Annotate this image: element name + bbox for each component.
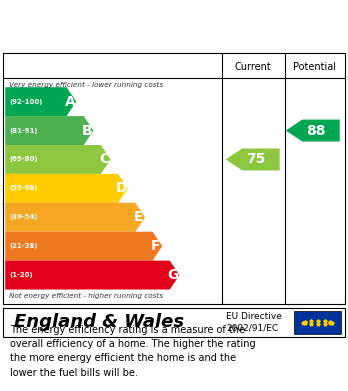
Text: EU Directive
2002/91/EC: EU Directive 2002/91/EC: [226, 312, 282, 332]
Text: (69-80): (69-80): [9, 156, 38, 162]
Polygon shape: [5, 261, 180, 289]
Text: Potential: Potential: [293, 63, 336, 72]
Bar: [294, 311, 341, 334]
Text: 75: 75: [246, 152, 266, 167]
Text: (39-54): (39-54): [9, 214, 38, 220]
Text: (21-38): (21-38): [9, 243, 38, 249]
Polygon shape: [5, 203, 145, 232]
Text: (92-100): (92-100): [9, 99, 43, 105]
Text: The energy efficiency rating is a measure of the
overall efficiency of a home. T: The energy efficiency rating is a measur…: [10, 325, 256, 378]
Text: (81-91): (81-91): [9, 127, 38, 134]
Text: G: G: [167, 268, 179, 282]
Text: Not energy efficient - higher running costs: Not energy efficient - higher running co…: [9, 293, 163, 299]
Polygon shape: [5, 145, 111, 174]
Polygon shape: [5, 116, 94, 145]
Text: Energy Efficiency Rating: Energy Efficiency Rating: [10, 18, 232, 33]
Polygon shape: [226, 149, 280, 170]
Polygon shape: [5, 174, 128, 203]
Text: A: A: [64, 95, 75, 109]
Text: (55-68): (55-68): [9, 185, 38, 191]
Text: E: E: [134, 210, 143, 224]
Polygon shape: [5, 232, 162, 261]
Text: England & Wales: England & Wales: [14, 313, 184, 331]
Text: F: F: [151, 239, 161, 253]
Polygon shape: [5, 87, 76, 116]
Text: B: B: [82, 124, 93, 138]
Text: (1-20): (1-20): [9, 272, 33, 278]
Text: D: D: [116, 181, 127, 196]
Text: 88: 88: [306, 124, 326, 138]
Polygon shape: [286, 120, 340, 142]
Text: Current: Current: [235, 63, 272, 72]
Text: C: C: [99, 152, 110, 167]
Text: Very energy efficient - lower running costs: Very energy efficient - lower running co…: [9, 82, 163, 88]
